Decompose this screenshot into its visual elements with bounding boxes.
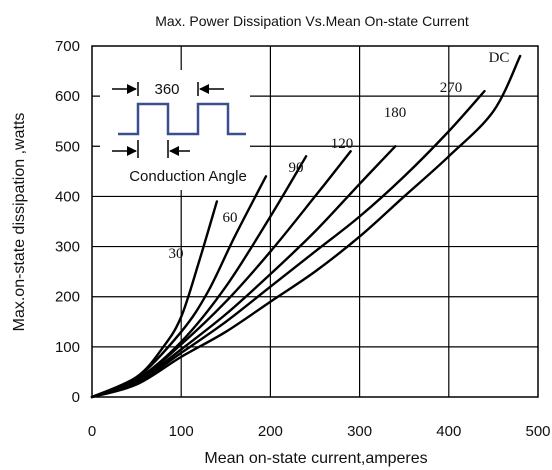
y-tick-label: 400 xyxy=(55,188,80,205)
grid xyxy=(92,46,538,397)
series-label-270: 270 xyxy=(440,80,463,96)
plot-frame xyxy=(91,45,539,398)
period-arrowhead-left xyxy=(127,84,137,94)
x-tick-label: 500 xyxy=(525,423,550,440)
series-label-dc: DC xyxy=(489,50,510,66)
y-tick-label: 300 xyxy=(55,239,80,256)
y-tick-label: 600 xyxy=(55,88,80,105)
x-axis-label: Mean on-state current,amperes xyxy=(204,450,427,467)
y-tick-labels: 0 100 200 300 400 500 600 700 xyxy=(55,38,80,406)
y-tick-label: 200 xyxy=(55,289,80,306)
series-label-180: 180 xyxy=(384,105,407,121)
series-line-270 xyxy=(90,89,486,399)
x-tick-label: 200 xyxy=(258,423,283,440)
x-tick-label: 300 xyxy=(347,423,372,440)
series-label-90: 90 xyxy=(289,160,304,176)
series-lines xyxy=(90,54,522,399)
chart-title: Max. Power Dissipation Vs.Mean On-state … xyxy=(155,13,469,29)
series-label-30: 30 xyxy=(169,246,184,262)
period-label: 360 xyxy=(154,81,179,98)
y-tick-label: 700 xyxy=(55,38,80,55)
period-arrowhead-right xyxy=(199,84,209,94)
series-labels: 30 60 90 120 180 270 DC xyxy=(169,50,510,262)
series-line-90 xyxy=(90,155,308,399)
pulse-waveform xyxy=(118,102,246,136)
y-tick-label: 500 xyxy=(55,138,80,155)
y-axis-label: Max.on-state dissipation ,watts xyxy=(11,113,28,332)
series-label-60: 60 xyxy=(223,210,238,226)
conduction-arrowhead-right xyxy=(169,146,179,156)
conduction-angle-caption: Conduction Angle xyxy=(129,168,247,185)
y-tick-label: 100 xyxy=(55,339,80,356)
inset-background xyxy=(100,70,250,190)
x-tick-label: 0 xyxy=(88,423,96,440)
conduction-arrowhead-left xyxy=(127,146,137,156)
x-tick-label: 400 xyxy=(436,423,461,440)
x-tick-labels: 0 100 200 300 400 500 xyxy=(88,423,551,440)
conduction-angle-inset: 360 Conduction Angle xyxy=(100,70,250,190)
series-line-dc xyxy=(90,54,522,399)
x-tick-label: 100 xyxy=(169,423,194,440)
series-label-120: 120 xyxy=(331,136,354,152)
series-line-60 xyxy=(90,175,268,399)
y-tick-label: 0 xyxy=(72,389,80,406)
